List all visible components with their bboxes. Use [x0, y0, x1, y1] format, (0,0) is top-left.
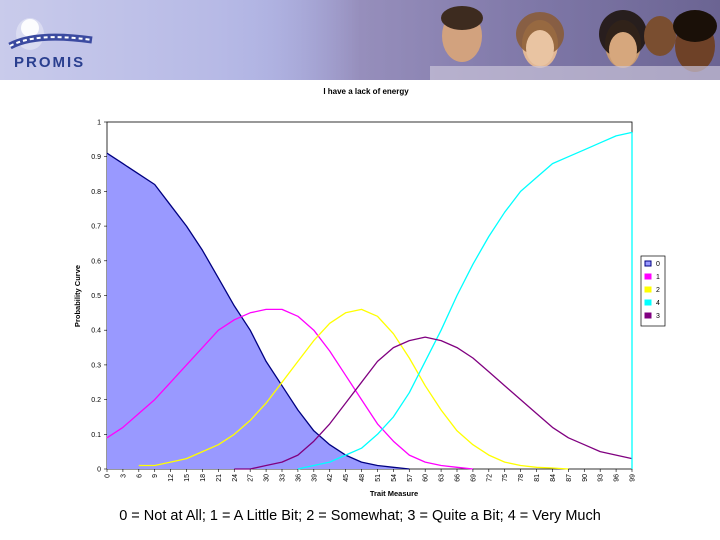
legend-label-3: 3	[656, 313, 660, 320]
y-tick-label: 0.1	[91, 432, 101, 439]
x-tick-label: 21	[216, 474, 223, 482]
x-tick-label: 27	[248, 474, 255, 482]
legend-swatch-0	[644, 260, 652, 267]
x-tick-label: 93	[598, 474, 605, 482]
series-4-line	[297, 131, 633, 470]
x-axis-label: Trait Measure	[370, 489, 418, 498]
x-tick-label: 48	[359, 474, 366, 482]
x-tick-label: 78	[518, 474, 525, 482]
y-tick-label: 0.8	[91, 189, 101, 196]
legend-label-0: 0	[656, 261, 660, 268]
x-tick-label: 30	[264, 474, 271, 482]
caption: 0 = Not at All; 1 = A Little Bit; 2 = So…	[119, 508, 601, 524]
x-tick-label: 45	[343, 474, 350, 482]
x-tick-label: 39	[311, 474, 318, 482]
x-tick-label: 36	[295, 474, 302, 482]
x-tick-label: 60	[423, 474, 430, 482]
x-tick-label: 6	[136, 474, 143, 478]
y-axis-label: Probability Curve	[73, 265, 82, 327]
x-tick-label: 24	[232, 474, 239, 482]
x-tick-label: 33	[280, 474, 287, 482]
series-1-line	[106, 308, 473, 470]
series-0-area	[107, 153, 410, 469]
x-tick-label: 3	[120, 474, 127, 478]
x-tick-label: 15	[184, 474, 191, 482]
y-tick-label: 0.7	[91, 224, 101, 231]
series-3-line	[234, 336, 633, 470]
legend-swatch-2	[644, 286, 652, 293]
x-tick-label: 18	[200, 474, 207, 482]
header-banner: PROMIS	[0, 0, 720, 80]
probability-chart: I have a lack of energy 0 0.1 0.2 0.3 0.4 0.5…	[73, 87, 666, 498]
x-tick-label: 57	[407, 474, 414, 482]
legend-label-2: 2	[656, 287, 660, 294]
y-tick-label: 0.9	[91, 154, 101, 161]
x-tick-label: 96	[614, 474, 621, 482]
legend-label-4: 4	[656, 300, 660, 307]
x-tick-label: 63	[439, 474, 446, 482]
y-tick-label: 1	[97, 120, 101, 127]
series-0-line	[106, 152, 410, 470]
y-tick-label: 0.3	[91, 362, 101, 369]
legend-swatch-1	[644, 273, 652, 280]
x-tick-label: 51	[375, 474, 382, 482]
y-tick-label: 0.2	[91, 397, 101, 404]
y-tick-label: 0	[97, 467, 101, 474]
y-tick-label: 0.5	[91, 293, 101, 300]
series-2-line	[138, 308, 569, 470]
x-tick-label: 9	[152, 474, 159, 478]
x-tick-label: 87	[566, 474, 573, 482]
x-tick-label: 12	[168, 474, 175, 482]
people-photo-icon	[240, 0, 720, 80]
x-tick-label: 99	[630, 474, 637, 482]
x-tick-label: 72	[486, 474, 493, 482]
x-tick-label: 90	[582, 474, 589, 482]
x-tick-label: 54	[391, 474, 398, 482]
legend-label-1: 1	[656, 274, 660, 281]
x-tick-label: 42	[327, 474, 334, 482]
x-tick-label: 81	[534, 474, 541, 482]
chart-title: I have a lack of energy	[323, 87, 409, 96]
y-tick-label: 0.6	[91, 258, 101, 265]
legend-swatch-4	[644, 299, 652, 306]
y-tick-label: 0.4	[91, 328, 101, 335]
legend: 0 1 2 4 3	[640, 255, 666, 327]
legend-swatch-3	[644, 312, 652, 319]
x-tick-label: 75	[502, 474, 509, 482]
x-tick-label: 84	[550, 474, 557, 482]
logo-wordmark: PROMIS	[14, 54, 86, 71]
x-tick-label: 66	[455, 474, 462, 482]
x-tick-label: 69	[470, 474, 477, 482]
x-tick-label: 0	[105, 474, 112, 478]
promis-logo-icon	[8, 18, 93, 50]
